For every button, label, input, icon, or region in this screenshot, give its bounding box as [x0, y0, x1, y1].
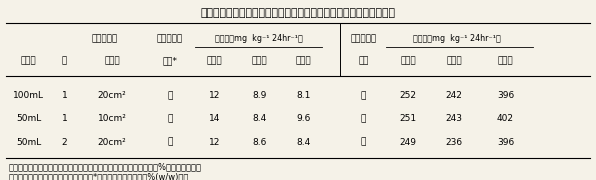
- Text: 396: 396: [497, 138, 514, 147]
- Text: ７日後: ７日後: [296, 57, 312, 66]
- Text: 8.1: 8.1: [297, 91, 311, 100]
- Text: 〃: 〃: [361, 138, 367, 147]
- Text: １日後: １日後: [401, 57, 416, 66]
- Text: 呼吸量（mg  kg⁻¹ 24hr⁻¹）: 呼吸量（mg kg⁻¹ 24hr⁻¹）: [413, 34, 501, 43]
- Text: 252: 252: [400, 91, 417, 100]
- Text: 8.6: 8.6: [252, 138, 266, 147]
- Text: 9.6: 9.6: [297, 114, 311, 123]
- Text: 8.4: 8.4: [297, 138, 311, 147]
- Text: 添加: 添加: [358, 57, 369, 66]
- Text: 試　験　区: 試 験 区: [91, 34, 117, 43]
- Text: 表１　土壌の呼吸量測定における試料土壌量及び土壌表面積の影響: 表１ 土壌の呼吸量測定における試料土壌量及び土壌表面積の影響: [200, 8, 396, 18]
- Text: 〃: 〃: [167, 138, 173, 147]
- Text: 50mL: 50mL: [16, 114, 41, 123]
- Text: 〃: 〃: [167, 114, 173, 123]
- Text: グルコース: グルコース: [157, 34, 183, 43]
- Text: 12: 12: [209, 91, 221, 100]
- Text: 有: 有: [361, 91, 367, 100]
- Text: ７日後: ７日後: [498, 57, 513, 66]
- Text: 12: 12: [209, 138, 221, 147]
- Text: グルコース: グルコース: [350, 34, 377, 43]
- Text: 数: 数: [62, 57, 67, 66]
- Text: ２日後: ２日後: [252, 57, 267, 66]
- Text: 呼吸量（mg  kg⁻¹ 24hr⁻¹）: 呼吸量（mg kg⁻¹ 24hr⁻¹）: [215, 34, 303, 43]
- Text: 14: 14: [209, 114, 221, 123]
- Text: 2: 2: [61, 138, 67, 147]
- Text: 10cm²: 10cm²: [98, 114, 126, 123]
- Text: 249: 249: [400, 138, 417, 147]
- Text: 〃: 〃: [361, 114, 367, 123]
- Text: 402: 402: [497, 114, 514, 123]
- Text: 無: 無: [167, 91, 173, 100]
- Text: 添加*: 添加*: [162, 57, 178, 66]
- Text: 採土管: 採土管: [21, 57, 36, 66]
- Text: 20cm²: 20cm²: [98, 138, 126, 147]
- Text: 396: 396: [497, 91, 514, 100]
- Text: １日後: １日後: [207, 57, 222, 66]
- Text: 251: 251: [400, 114, 417, 123]
- Text: （注）・有意差検定の結果、いずれの処理区内においても危険率５%で有意差なし。: （注）・有意差検定の結果、いずれの処理区内においても危険率５%で有意差なし。: [9, 162, 202, 171]
- Text: ２日後: ２日後: [446, 57, 462, 66]
- Text: 242: 242: [446, 91, 462, 100]
- Text: 1: 1: [61, 91, 67, 100]
- Text: 8.4: 8.4: [252, 114, 266, 123]
- Text: 20cm²: 20cm²: [98, 91, 126, 100]
- Text: 表面積: 表面積: [104, 57, 120, 66]
- Text: ・供試土壌：細粒褐色低地土　*グルコースは土壌に１%(w/w)混合: ・供試土壌：細粒褐色低地土 *グルコースは土壌に１%(w/w)混合: [9, 172, 190, 180]
- Text: 1: 1: [61, 114, 67, 123]
- Text: 8.9: 8.9: [252, 91, 266, 100]
- Text: 50mL: 50mL: [16, 138, 41, 147]
- Text: 236: 236: [446, 138, 462, 147]
- Text: 100mL: 100mL: [13, 91, 44, 100]
- Text: 243: 243: [446, 114, 462, 123]
